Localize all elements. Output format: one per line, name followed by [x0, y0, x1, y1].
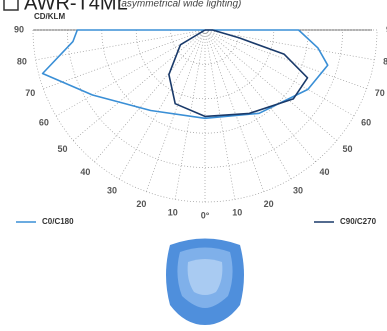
unit-label: CD/KLM: [34, 12, 65, 21]
angle-label: 20: [264, 199, 274, 209]
angle-label: 90: [386, 24, 387, 34]
angle-label: 30: [107, 185, 117, 195]
grid-ray: [94, 29, 206, 162]
angle-label: 40: [320, 167, 330, 177]
series-curve: [41, 29, 329, 120]
chart-title: AWR-T4ML: [24, 0, 128, 14]
angle-label: 60: [361, 117, 371, 127]
angle-label: 40: [80, 167, 90, 177]
angle-label: 70: [25, 88, 35, 98]
grid-ray: [73, 29, 206, 141]
title-icon: [3, 0, 19, 11]
grid-arc: [101, 29, 309, 134]
grid-ray: [43, 29, 206, 90]
series-curve: [168, 29, 309, 118]
angle-label: 20: [136, 199, 146, 209]
grid-arc: [135, 29, 275, 100]
angle-label: 80: [383, 57, 387, 67]
angle-label: 10: [232, 208, 242, 218]
angle-label: 30: [293, 185, 303, 195]
angle-label: 10: [168, 208, 178, 218]
angle-label: 90: [14, 24, 24, 34]
chart-subtitle: (asymmetrical wide lighting): [118, 0, 241, 10]
lamp-icon: [166, 238, 244, 325]
angle-label: 50: [58, 144, 68, 154]
angle-label: 70: [375, 88, 385, 98]
angle-label: 60: [39, 117, 49, 127]
legend-label: C90/C270: [340, 217, 377, 226]
grid-ray: [204, 29, 316, 162]
angle-label: 50: [342, 144, 352, 154]
grid-arc: [67, 29, 343, 168]
legend-label: C0/C180: [42, 217, 74, 226]
angle-label: 0°: [201, 210, 210, 220]
angle-label: 80: [17, 57, 27, 67]
